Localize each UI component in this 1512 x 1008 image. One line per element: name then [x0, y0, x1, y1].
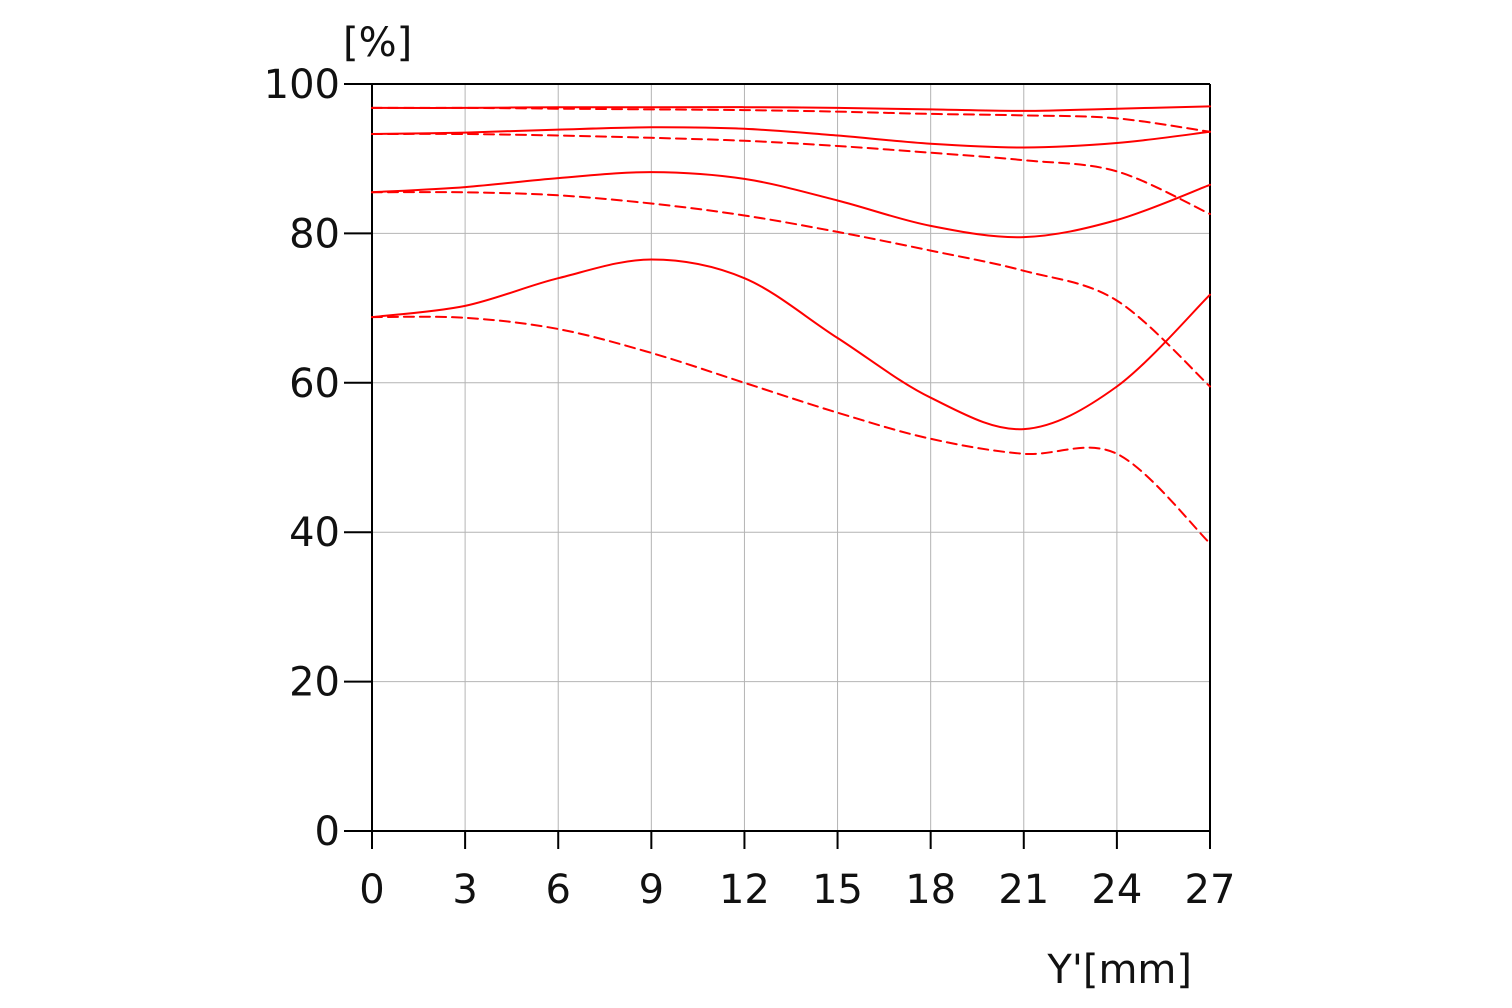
y-tick-label: 20 [289, 660, 340, 706]
y-tick-label: 0 [315, 809, 340, 855]
grid [372, 84, 1210, 831]
series-line-5-solid [371, 171, 1211, 239]
x-tick-label: 9 [639, 867, 664, 913]
y-tick-label: 100 [264, 62, 340, 108]
x-tick-label: 21 [998, 867, 1049, 913]
series-line-2-dashed [371, 106, 1211, 133]
x-tick-label: 15 [812, 867, 863, 913]
axes [344, 83, 1211, 849]
y-tick-label: 60 [289, 361, 340, 407]
tick-labels: 0 3 6 9 12 15 18 21 24 27 0 20 40 60 80 100 [264, 62, 1236, 913]
x-tick-label: 24 [1091, 867, 1142, 913]
series-line-6-dashed [371, 191, 1211, 388]
series-line-4-dashed [371, 132, 1211, 215]
x-tick-label: 0 [359, 867, 384, 913]
x-tick-label: 27 [1185, 867, 1236, 913]
x-tick-label: 12 [719, 867, 770, 913]
series-line-3-solid [371, 126, 1211, 149]
x-tick-label: 6 [545, 867, 570, 913]
series-line-1-solid [371, 105, 1211, 112]
series-line-8-dashed [371, 315, 1211, 545]
x-tick-label: 3 [452, 867, 477, 913]
series-line-7-solid [371, 258, 1211, 431]
y-tick-label: 40 [289, 510, 340, 556]
x-axis-label: Y'[mm] [1046, 947, 1192, 993]
y-tick-label: 80 [289, 211, 340, 257]
x-tick-label: 18 [905, 867, 956, 913]
series-group [371, 105, 1211, 545]
y-axis-label: [%] [343, 20, 412, 66]
